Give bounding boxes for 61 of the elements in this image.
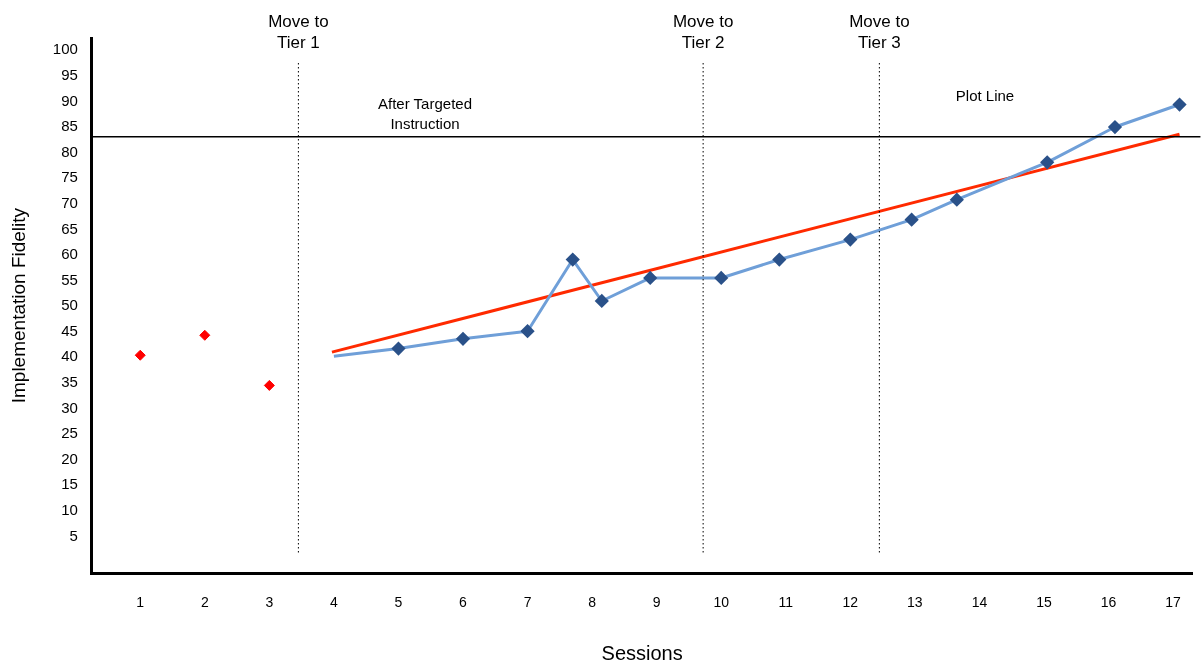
y-tick-label: 55 <box>61 270 78 288</box>
point <box>1040 155 1054 169</box>
point <box>1173 98 1187 112</box>
y-tick-label: 25 <box>61 424 78 442</box>
y-tick-label: 60 <box>61 245 78 263</box>
y-tick-label: 65 <box>61 219 78 237</box>
y-tick-label: 40 <box>61 347 78 365</box>
point <box>843 233 857 247</box>
point <box>643 271 657 285</box>
y-tick-label: 90 <box>61 91 78 109</box>
y-tick-label: 20 <box>61 449 78 467</box>
x-tick-label: 1 <box>136 594 145 611</box>
x-axis-title: Sessions <box>601 641 683 664</box>
y-tick-label: 15 <box>61 475 78 493</box>
y-tick-label: 80 <box>61 142 78 160</box>
x-tick-label: 3 <box>265 594 274 611</box>
x-tick-label: 11 <box>778 594 794 611</box>
x-tick-label: 9 <box>652 594 661 611</box>
point <box>950 193 964 207</box>
y-tick-label: 70 <box>61 193 78 211</box>
x-tick-label: 10 <box>713 594 730 611</box>
x-tick-label: 14 <box>971 594 988 611</box>
y-tick-label: 45 <box>61 321 78 339</box>
point <box>566 253 580 267</box>
y-axis-title: Implementation Fidelity <box>7 207 29 404</box>
x-tick-label: 16 <box>1100 594 1117 611</box>
x-tick-label: 2 <box>200 594 209 611</box>
ref-line-label: Move to Tier 2 <box>672 12 734 52</box>
annotation: Plot Line <box>955 87 1015 105</box>
point <box>595 294 609 308</box>
x-tick-label: 4 <box>330 594 338 611</box>
y-tick-label: 35 <box>61 373 78 390</box>
x-tick-label: 8 <box>588 594 597 611</box>
x-tick-label: 6 <box>459 594 468 611</box>
point <box>456 332 470 346</box>
y-tick-label: 75 <box>61 168 78 186</box>
point <box>391 342 405 356</box>
ref-line-label: Move to Tier 1 <box>268 12 329 52</box>
point <box>134 349 146 361</box>
x-tick-label: 7 <box>523 594 532 611</box>
y-tick-label: 5 <box>69 526 78 544</box>
point <box>714 271 728 285</box>
point <box>199 329 211 341</box>
x-tick-label: 17 <box>1165 594 1182 611</box>
y-tick-label: 50 <box>61 296 78 314</box>
point <box>1108 120 1122 134</box>
x-tick-label: 5 <box>394 594 403 611</box>
point <box>905 213 919 227</box>
x-tick-label: 13 <box>907 594 923 611</box>
y-tick-label: 30 <box>61 398 78 416</box>
point <box>263 379 275 391</box>
annotation: After Targeted Instruction <box>378 95 472 133</box>
y-tick-label: 95 <box>61 66 78 83</box>
y-tick-label: 85 <box>61 117 78 135</box>
x-tick-label: 15 <box>1036 594 1052 611</box>
ref-line-label: Move to Tier 3 <box>849 12 910 52</box>
y-tick-label: 100 <box>52 40 78 58</box>
point <box>772 253 786 267</box>
point <box>521 324 535 338</box>
y-tick-label: 10 <box>61 500 78 518</box>
x-tick-label: 12 <box>842 594 859 611</box>
